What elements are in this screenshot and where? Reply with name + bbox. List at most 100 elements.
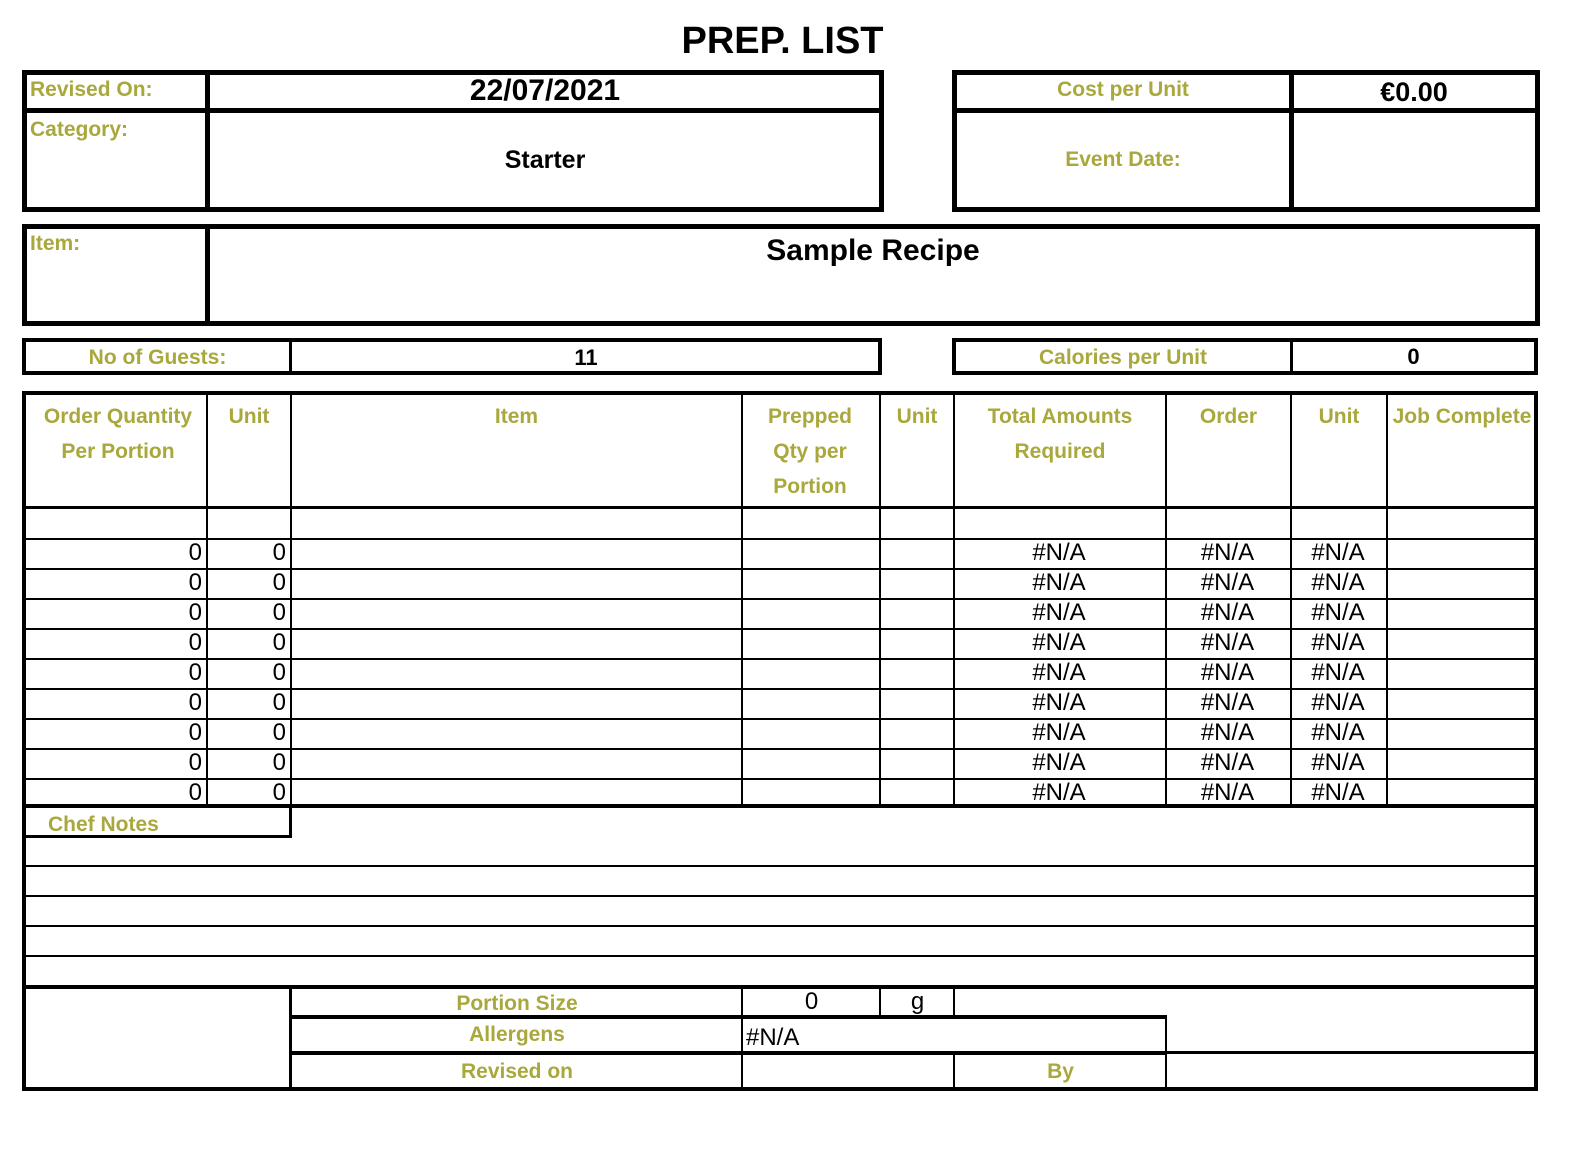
table-cell[interactable]: #N/A <box>1311 689 1365 716</box>
revised-on-label: Revised On: <box>30 78 153 101</box>
grid-line <box>741 987 743 1089</box>
table-cell[interactable]: #N/A <box>1032 749 1086 776</box>
table-cell[interactable]: 0 <box>272 569 286 596</box>
table-cell[interactable]: #N/A <box>1311 539 1365 566</box>
table-cell[interactable]: #N/A <box>1311 569 1365 596</box>
prep-table <box>22 391 1538 1091</box>
table-cell[interactable]: #N/A <box>1311 779 1365 806</box>
item-value[interactable]: Sample Recipe <box>766 234 980 267</box>
cost-per-unit-value[interactable]: €0.00 <box>1380 77 1448 107</box>
allergens-value[interactable]: #N/A <box>746 1024 800 1051</box>
grid-line <box>290 393 292 807</box>
table-cell[interactable]: #N/A <box>1200 779 1255 806</box>
grid-line <box>24 865 1536 867</box>
grid-line <box>24 748 1536 750</box>
table-cell[interactable]: #N/A <box>1311 629 1365 656</box>
grid-line <box>741 393 743 807</box>
grid-line <box>879 393 881 807</box>
grid-line <box>1290 393 1292 807</box>
table-cell[interactable]: #N/A <box>1032 569 1086 596</box>
table-cell[interactable]: 0 <box>272 689 286 716</box>
table-cell[interactable]: #N/A <box>1200 599 1255 626</box>
table-cell[interactable]: #N/A <box>1311 749 1365 776</box>
table-cell[interactable]: 0 <box>188 569 202 596</box>
portion-unit[interactable]: g <box>910 988 925 1015</box>
table-cell[interactable]: #N/A <box>1032 779 1086 806</box>
grid-line <box>1386 393 1388 807</box>
category-value[interactable]: Starter <box>504 146 586 174</box>
item-box <box>22 224 1540 326</box>
portion-size-value[interactable]: 0 <box>804 988 819 1015</box>
column-header: Unit <box>1318 405 1360 428</box>
event-date-label: Event Date: <box>1065 148 1181 171</box>
calories-value[interactable]: 0 <box>1407 344 1420 369</box>
table-cell[interactable]: 0 <box>188 599 202 626</box>
grid-line <box>24 506 1536 509</box>
table-cell[interactable]: 0 <box>188 749 202 776</box>
table-cell[interactable]: 0 <box>188 539 202 566</box>
cost-per-unit-label: Cost per Unit <box>1057 78 1189 101</box>
column-header: Prepped Qty per Portion <box>767 405 853 498</box>
item-label: Item: <box>30 232 81 255</box>
table-cell[interactable]: 0 <box>188 629 202 656</box>
column-header: Order <box>1199 405 1258 428</box>
page-title: PREP. LIST <box>681 20 884 62</box>
table-cell[interactable]: #N/A <box>1311 659 1365 686</box>
table-cell[interactable]: 0 <box>272 719 286 746</box>
table-cell[interactable]: #N/A <box>1200 629 1255 656</box>
table-cell[interactable]: 0 <box>272 659 286 686</box>
grid-line <box>206 393 208 807</box>
grid-line <box>289 806 292 838</box>
column-header: Order Quantity Per Portion <box>43 405 193 463</box>
table-cell[interactable]: #N/A <box>1032 659 1086 686</box>
revised-on-value[interactable]: 22/07/2021 <box>469 74 621 107</box>
table-cell[interactable]: 0 <box>272 599 286 626</box>
grid-line <box>879 987 881 1017</box>
table-cell[interactable]: #N/A <box>1311 719 1365 746</box>
grid-line <box>289 987 292 1089</box>
grid-line <box>291 1015 1166 1019</box>
table-cell[interactable]: #N/A <box>1200 749 1255 776</box>
table-cell[interactable]: 0 <box>272 779 286 806</box>
category-label: Category: <box>30 118 129 141</box>
table-cell[interactable]: 0 <box>188 719 202 746</box>
table-cell[interactable]: #N/A <box>1032 599 1086 626</box>
guests-value[interactable]: 11 <box>574 345 598 370</box>
grid-line <box>953 987 955 1017</box>
column-header: Item <box>494 405 539 428</box>
table-cell[interactable]: #N/A <box>1200 659 1255 686</box>
guests-label: No of Guests: <box>88 346 227 369</box>
table-cell[interactable]: #N/A <box>1032 629 1086 656</box>
revised-on-footer-label: Revised on <box>460 1060 574 1083</box>
table-cell[interactable]: #N/A <box>1200 539 1255 566</box>
table-cell[interactable]: 0 <box>188 779 202 806</box>
revision-category-box <box>22 70 884 212</box>
cost-event-box <box>952 70 1540 212</box>
grid-line <box>24 598 1536 600</box>
table-cell[interactable]: 0 <box>272 629 286 656</box>
grid-line <box>291 1051 1166 1055</box>
table-cell[interactable]: #N/A <box>1032 539 1086 566</box>
grid-line <box>953 393 955 807</box>
grid-line <box>24 688 1536 690</box>
table-cell[interactable]: 0 <box>272 539 286 566</box>
grid-line <box>24 778 1536 780</box>
grid-line <box>24 985 1536 989</box>
guests-box <box>22 338 882 375</box>
table-cell[interactable]: #N/A <box>1032 719 1086 746</box>
table-cell[interactable]: 0 <box>188 659 202 686</box>
column-header: Total Amounts Required <box>987 405 1133 463</box>
grid-line <box>953 1053 955 1089</box>
grid-line <box>24 955 1536 957</box>
table-cell[interactable]: #N/A <box>1032 689 1086 716</box>
table-cell[interactable]: #N/A <box>1200 689 1255 716</box>
column-header: Job Complete <box>1392 405 1532 428</box>
table-cell[interactable]: #N/A <box>1311 599 1365 626</box>
table-cell[interactable]: 0 <box>272 749 286 776</box>
chef-notes-label: Chef Notes <box>48 813 159 836</box>
table-cell[interactable]: #N/A <box>1200 569 1255 596</box>
column-header: Unit <box>896 405 938 428</box>
grid-line <box>24 835 291 838</box>
table-cell[interactable]: #N/A <box>1200 719 1255 746</box>
table-cell[interactable]: 0 <box>188 689 202 716</box>
